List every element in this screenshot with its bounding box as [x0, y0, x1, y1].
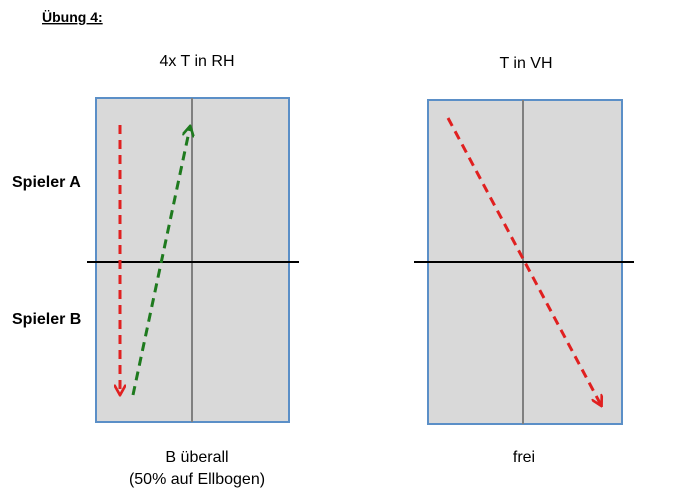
player-b-label: Spieler B — [12, 311, 81, 328]
table-caption: (50% auf Ellbogen) — [129, 471, 265, 488]
table-title: 4x T in RH — [160, 53, 235, 70]
arrow — [446, 117, 601, 405]
table-caption: B überall — [165, 449, 228, 466]
arrow — [131, 127, 190, 396]
table-title: T in VH — [499, 55, 552, 72]
table-caption: frei — [513, 449, 535, 466]
player-a-label: Spieler A — [12, 174, 81, 191]
title: Übung 4: — [42, 9, 103, 25]
